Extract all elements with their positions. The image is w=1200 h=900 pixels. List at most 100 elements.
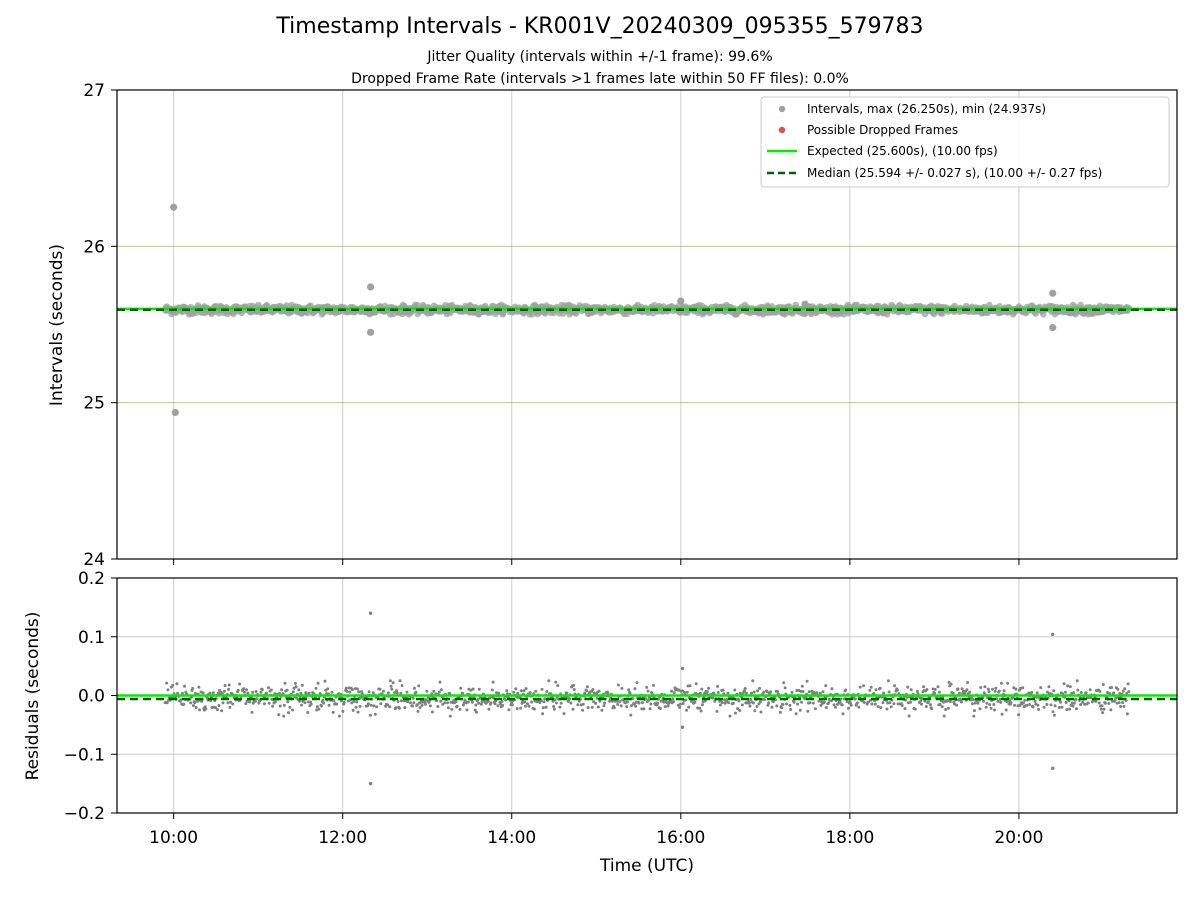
residual-point	[395, 691, 399, 695]
residual-point	[292, 686, 296, 690]
residual-point	[466, 700, 470, 704]
residual-point	[516, 691, 520, 695]
residual-point	[450, 707, 454, 711]
residual-point	[415, 703, 419, 707]
residual-point	[446, 701, 450, 705]
residual-point	[965, 688, 969, 692]
residual-point	[497, 691, 501, 695]
residual-point	[794, 712, 798, 716]
residual-point	[211, 691, 215, 695]
residual-point	[892, 702, 896, 706]
residual-point	[179, 698, 183, 702]
residual-point	[684, 698, 688, 702]
residual-point	[948, 700, 952, 703]
residual-point	[788, 703, 792, 707]
residual-point	[1049, 703, 1053, 707]
residual-point	[1094, 700, 1098, 703]
residual-point	[293, 681, 297, 685]
residual-point	[283, 681, 287, 685]
residual-point	[598, 699, 602, 703]
residual-point	[519, 689, 523, 693]
residual-point	[933, 687, 937, 691]
residual-point	[413, 686, 416, 690]
x-tick-label: 12:00	[318, 828, 367, 848]
residual-point	[796, 702, 799, 706]
residuals-y-tick-label: 0.0	[78, 687, 105, 707]
residual-point	[947, 680, 951, 684]
residual-point	[895, 688, 899, 692]
residual-point	[824, 706, 828, 710]
residual-point	[1071, 704, 1075, 708]
residual-point	[554, 701, 558, 705]
residual-point	[591, 688, 595, 691]
residual-point	[966, 681, 970, 684]
residual-point	[922, 685, 926, 689]
residual-point	[1014, 687, 1018, 691]
residual-point	[827, 701, 830, 705]
residual-point	[1033, 699, 1037, 703]
residuals-y-ticks: −0.2 −0.1 0.0 0.1 0.2	[64, 569, 117, 824]
residual-point	[698, 706, 702, 710]
residual-point	[685, 708, 689, 712]
interval-outlier-point	[801, 300, 809, 308]
residual-point	[862, 684, 866, 688]
residual-point	[386, 703, 390, 707]
residual-point	[928, 703, 932, 707]
residual-point	[357, 690, 361, 694]
residual-point	[399, 699, 403, 703]
residual-outlier-point	[368, 781, 373, 786]
residual-point	[985, 701, 989, 705]
residual-point	[227, 687, 231, 691]
residual-point	[320, 704, 323, 708]
residual-point	[345, 689, 349, 693]
residual-point	[332, 699, 336, 703]
intervals-y-ticks: 24 25 26 27	[83, 81, 117, 570]
residual-point	[942, 714, 946, 718]
residual-point	[398, 679, 402, 683]
residual-point	[327, 703, 331, 707]
residual-point	[869, 685, 873, 689]
residual-point	[919, 699, 923, 703]
residual-point	[490, 688, 494, 692]
residual-point	[685, 690, 689, 694]
residual-point	[341, 709, 345, 713]
residual-point	[926, 700, 930, 704]
residual-point	[743, 687, 747, 690]
residual-point	[618, 700, 622, 704]
residual-point	[461, 691, 465, 695]
residual-point	[436, 705, 440, 708]
residual-point	[171, 683, 175, 687]
residual-point	[1089, 696, 1093, 700]
residual-point	[749, 691, 753, 695]
residual-point	[183, 684, 186, 688]
residual-point	[720, 701, 724, 705]
residual-point	[454, 700, 458, 704]
residual-point	[335, 702, 339, 706]
residual-point	[196, 699, 200, 703]
residual-point	[1057, 706, 1061, 709]
residual-outlier-point	[680, 725, 685, 729]
residual-point	[354, 705, 358, 709]
residual-point	[314, 686, 318, 690]
residual-point	[1045, 703, 1049, 706]
residual-point	[369, 703, 373, 707]
residual-point	[716, 684, 720, 688]
residual-point	[355, 687, 359, 691]
residual-point	[424, 702, 427, 706]
residual-point	[640, 707, 644, 711]
residual-point	[738, 691, 742, 695]
intervals-y-axis-label: Intervals (seconds)	[47, 244, 67, 406]
residual-point	[909, 700, 912, 704]
residual-point	[1079, 691, 1083, 694]
intervals-y-tick-label: 26	[83, 237, 105, 257]
residual-point	[175, 682, 179, 686]
residual-point	[1079, 703, 1083, 707]
residual-point	[1052, 689, 1056, 693]
residual-point	[986, 687, 990, 691]
residual-point	[886, 679, 890, 683]
residual-point	[798, 708, 802, 712]
residual-point	[663, 705, 667, 709]
residual-point	[323, 679, 327, 683]
residual-point	[448, 714, 452, 718]
residual-point	[873, 702, 877, 706]
